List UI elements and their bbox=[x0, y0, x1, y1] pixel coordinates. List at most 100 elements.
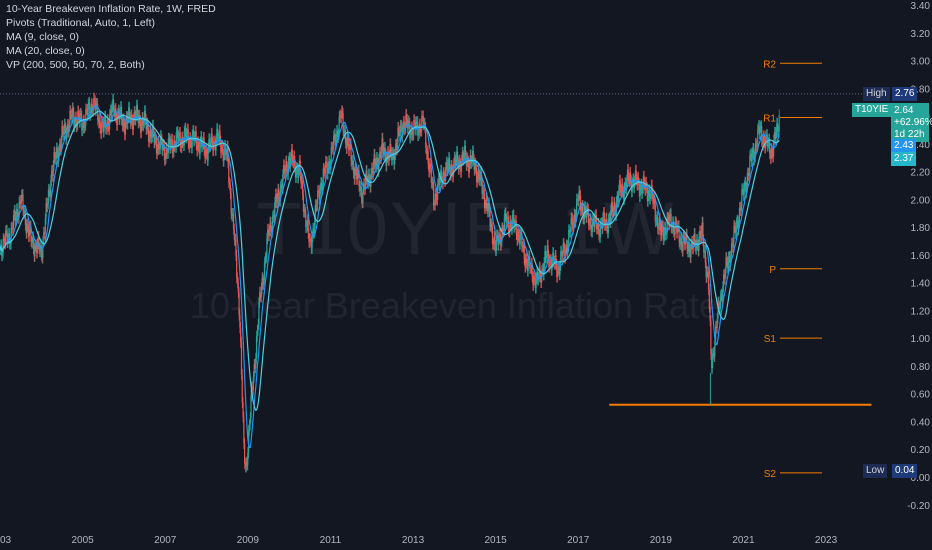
candle-body bbox=[168, 138, 170, 140]
y-tick-label: 2.80 bbox=[911, 84, 931, 95]
candle-body bbox=[74, 122, 76, 127]
candle-body bbox=[36, 243, 38, 253]
candle-body bbox=[341, 111, 343, 114]
candle-body bbox=[431, 182, 433, 184]
candle-body bbox=[440, 170, 442, 178]
candle-body bbox=[553, 252, 555, 262]
candle-body bbox=[134, 111, 136, 121]
candle-body bbox=[489, 211, 491, 227]
candle-body bbox=[1, 253, 3, 256]
candle-body bbox=[298, 169, 300, 178]
candle-body bbox=[393, 154, 395, 165]
candle-body bbox=[12, 227, 14, 230]
candle-body bbox=[597, 223, 599, 229]
candle-body bbox=[717, 302, 719, 319]
candle-body bbox=[280, 184, 282, 188]
candle-body bbox=[616, 196, 618, 202]
candle-body bbox=[490, 223, 492, 227]
candle-body bbox=[381, 138, 383, 151]
candle-body bbox=[410, 134, 412, 138]
candle-body bbox=[70, 114, 73, 119]
candle-body bbox=[429, 163, 431, 172]
candle-body bbox=[472, 151, 474, 160]
candle-body bbox=[157, 141, 159, 150]
candle-body bbox=[6, 230, 8, 243]
candle-body bbox=[124, 122, 127, 135]
candle-body bbox=[502, 230, 505, 232]
candle-body bbox=[421, 116, 423, 131]
candle-body bbox=[746, 173, 749, 187]
candle-body bbox=[278, 197, 281, 202]
candle-body bbox=[484, 205, 486, 209]
y-tick-label: 1.40 bbox=[911, 279, 931, 290]
candle-body bbox=[333, 133, 335, 137]
candle-body bbox=[303, 209, 305, 212]
candle-body bbox=[610, 210, 612, 223]
candle-body bbox=[177, 131, 179, 142]
candle-body bbox=[184, 128, 186, 132]
candle-body bbox=[707, 271, 709, 273]
candle-body bbox=[667, 217, 669, 219]
candle-body bbox=[317, 190, 319, 206]
candle-body bbox=[464, 145, 467, 157]
candle-body bbox=[43, 232, 45, 242]
candle-body bbox=[464, 145, 466, 156]
candle-body bbox=[460, 160, 463, 173]
candle-body bbox=[206, 153, 208, 161]
candle-body bbox=[396, 142, 398, 150]
candle-body bbox=[155, 139, 158, 154]
candle-body bbox=[23, 210, 25, 214]
candle-body bbox=[504, 213, 506, 216]
candle-body bbox=[128, 107, 131, 118]
candle-body bbox=[109, 110, 112, 115]
candle-body bbox=[719, 306, 721, 309]
candle-body bbox=[54, 157, 57, 160]
candle-body bbox=[745, 182, 747, 193]
candle-body bbox=[216, 128, 218, 140]
candle-body bbox=[626, 180, 628, 190]
candle-body bbox=[682, 237, 684, 251]
candle-body bbox=[501, 227, 503, 242]
candle-body bbox=[48, 189, 50, 192]
candle-body bbox=[751, 152, 753, 162]
candle-body bbox=[66, 124, 69, 132]
candle-body bbox=[672, 221, 674, 229]
candle-body bbox=[653, 198, 655, 204]
candle-body bbox=[162, 144, 164, 151]
candle-body bbox=[262, 277, 264, 285]
candle-body bbox=[257, 324, 259, 331]
candle-body bbox=[778, 115, 780, 132]
candle-body bbox=[701, 222, 703, 231]
candle-body bbox=[336, 130, 339, 138]
ticker-badge[interactable]: T10YIE bbox=[852, 103, 892, 117]
candle-body bbox=[340, 115, 342, 118]
candle-body bbox=[39, 248, 41, 252]
candle-body bbox=[735, 222, 737, 234]
candle-body bbox=[625, 182, 627, 190]
candle-body bbox=[614, 210, 617, 216]
candle-body bbox=[687, 248, 689, 252]
candle-body bbox=[535, 278, 537, 288]
candle-body bbox=[434, 193, 436, 206]
candle-body bbox=[576, 199, 579, 200]
candle-body bbox=[432, 182, 434, 185]
candle-body bbox=[545, 250, 547, 258]
candle-body bbox=[340, 111, 343, 118]
candle-body bbox=[522, 244, 525, 247]
candle-body bbox=[734, 225, 736, 228]
candle-body bbox=[397, 127, 399, 143]
candle-body bbox=[254, 364, 256, 368]
candle-body bbox=[394, 144, 397, 155]
candle-body bbox=[435, 193, 437, 199]
candle-body bbox=[121, 119, 123, 126]
candle-body bbox=[716, 318, 718, 329]
candle-body bbox=[402, 121, 405, 129]
candle-body bbox=[688, 244, 690, 252]
pivot-label-s2: S2 bbox=[764, 469, 777, 480]
candle-body bbox=[356, 172, 359, 180]
candle-body bbox=[308, 233, 310, 243]
candle-body bbox=[291, 149, 293, 161]
candle-body bbox=[769, 139, 771, 154]
candle-body bbox=[232, 213, 234, 217]
